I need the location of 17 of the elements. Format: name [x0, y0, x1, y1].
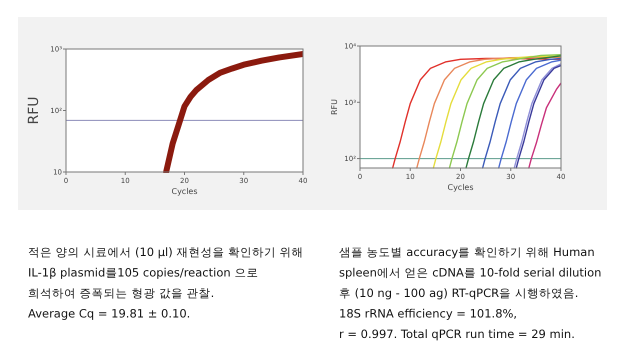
x-axis-title: Cycles: [171, 187, 198, 196]
text: Average Cq = 19.81 ± 0.10.: [28, 306, 190, 320]
text: 샘플 농도별 accuracy를 확인하기 위해 Human: [339, 245, 595, 259]
text: IL-1β plasmid를105 copies/reaction 으로: [28, 266, 258, 280]
text: spleen에서 얻은 cDNA를 10-fold serial dilution: [339, 266, 602, 280]
y-axis-title: RFU: [330, 98, 339, 116]
line-series: [465, 55, 561, 169]
line-series: [528, 82, 561, 169]
text: 후 (10 ng - 100 ag) RT-qPCR을 시행하였음.: [339, 286, 578, 300]
line-series: [498, 59, 561, 169]
text: r = 0.997. Total qPCR run time = 29 min.: [339, 327, 575, 341]
text: 18S rRNA efficiency = 101.8%,: [339, 306, 518, 320]
text: 적은 양의 시료에서 (10 μl) 재현성을 확인하기 위해: [28, 245, 304, 259]
text: 희석하여 증폭되는 형광 값을 관찰.: [28, 286, 214, 300]
line-series: [482, 58, 561, 169]
y-axis-title: RFU: [26, 96, 42, 125]
x-axis-title: Cycles: [447, 183, 474, 192]
